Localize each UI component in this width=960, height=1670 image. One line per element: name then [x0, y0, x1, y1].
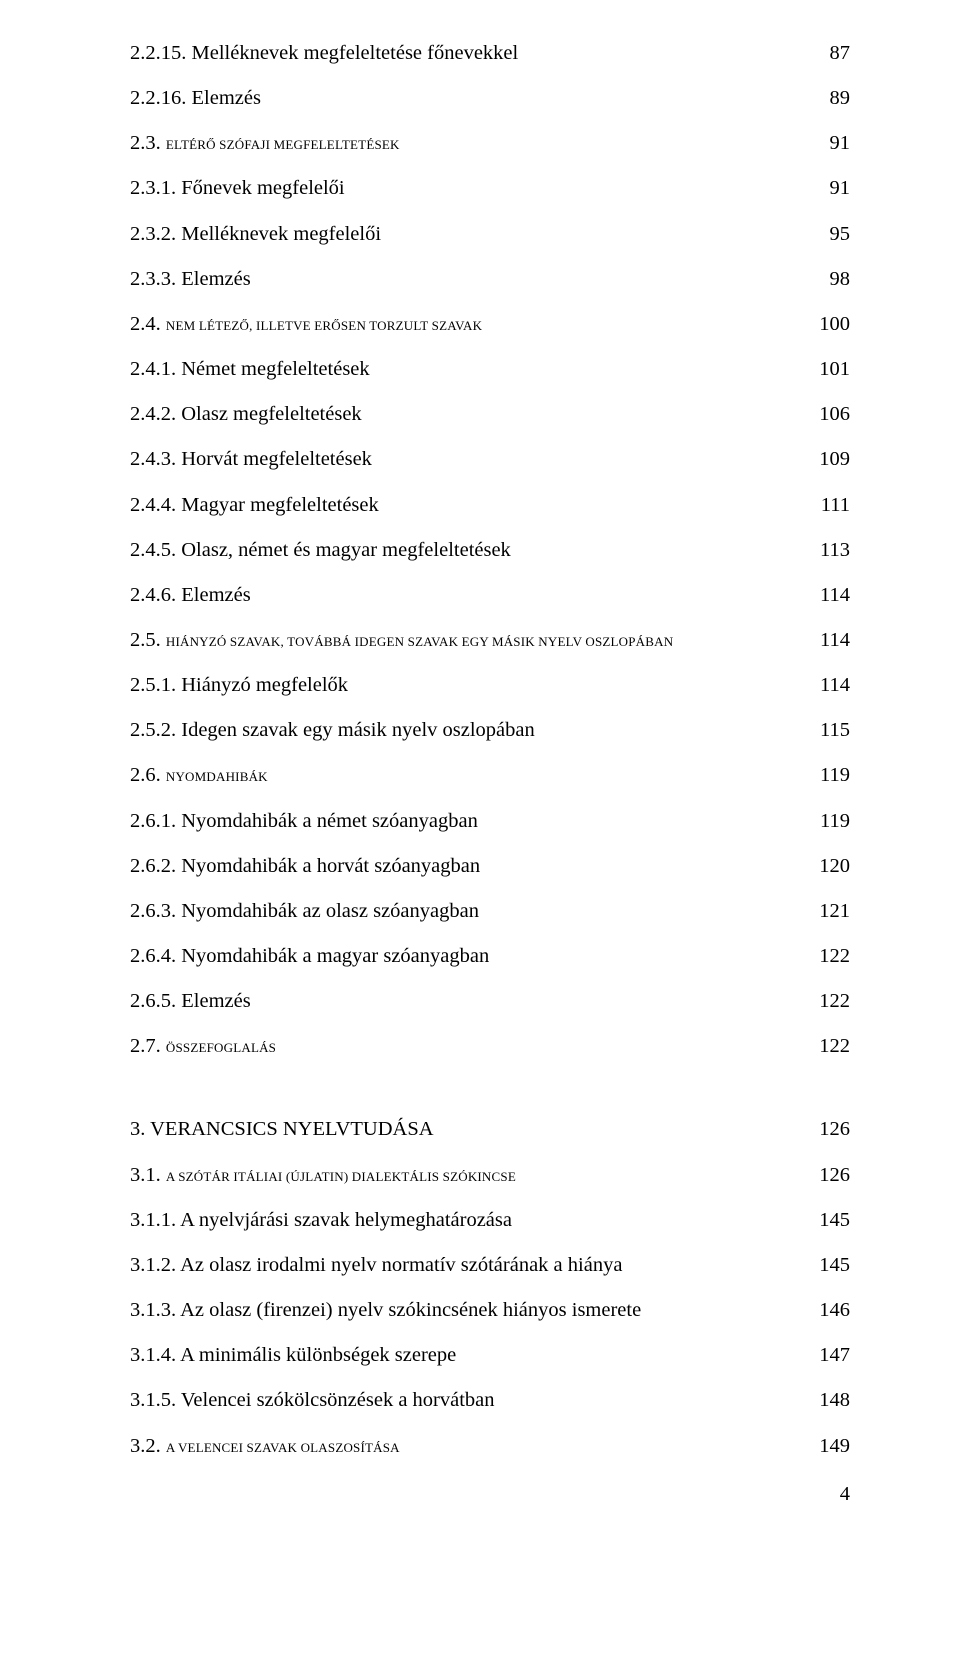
toc-entry: 2.3.1. Főnevek megfelelői91 [130, 175, 850, 202]
toc-entry-label: 2.4.6. Elemzés [130, 582, 805, 609]
toc-entry: 2.3. ELTÉRŐ SZÓFAJI MEGFELELTETÉSEK91 [130, 130, 850, 157]
toc-entry-label: 2.6. NYOMDAHIBÁK [130, 762, 805, 789]
toc-entry-page: 101 [805, 356, 850, 383]
toc-entry-label: 2.2.16. Elemzés [130, 85, 805, 112]
toc-entry-page: 113 [805, 537, 850, 564]
toc-entry: 3.1.5. Velencei szókölcsönzések a horvát… [130, 1387, 850, 1414]
toc-entry-page: 122 [805, 988, 850, 1015]
toc-entry-label: 2.4.5. Olasz, német és magyar megfelelte… [130, 537, 805, 564]
toc-entry-label: 2.6.2. Nyomdahibák a horvát szóanyagban [130, 853, 805, 880]
toc-entry: 2.6.2. Nyomdahibák a horvát szóanyagban1… [130, 853, 850, 880]
toc-entry-label: 2.4. NEM LÉTEZŐ, ILLETVE ERŐSEN TORZULT … [130, 311, 805, 338]
toc-entry-page: 126 [805, 1162, 850, 1189]
toc-entry: 2.3.3. Elemzés98 [130, 266, 850, 293]
toc-entry: 2.6.5. Elemzés122 [130, 988, 850, 1015]
toc-entry-page: 119 [805, 762, 850, 789]
toc-entry-page: 87 [805, 40, 850, 67]
toc-entry-label: 2.3.1. Főnevek megfelelői [130, 175, 805, 202]
toc-entry: 2.6.3. Nyomdahibák az olasz szóanyagban1… [130, 898, 850, 925]
toc-entry: 3. VERANCSICS NYELVTUDÁSA126 [130, 1116, 850, 1143]
toc-entry: 2.4.1. Német megfeleltetések101 [130, 356, 850, 383]
toc-entry: 2.6.1. Nyomdahibák a német szóanyagban11… [130, 808, 850, 835]
toc-entry-page: 148 [805, 1387, 850, 1414]
toc-entry-page: 114 [805, 582, 850, 609]
toc-entry-page: 91 [805, 175, 850, 202]
toc-entry: 2.5. HIÁNYZÓ SZAVAK, TOVÁBBÁ IDEGEN SZAV… [130, 627, 850, 654]
toc-entry-label: 3.1.2. Az olasz irodalmi nyelv normatív … [130, 1252, 805, 1279]
toc-entry: 2.2.16. Elemzés89 [130, 85, 850, 112]
toc-entry: 2.6. NYOMDAHIBÁK119 [130, 762, 850, 789]
toc-entry-page: 109 [805, 446, 850, 473]
toc-entry-page: 89 [805, 85, 850, 112]
toc-section-1: 2.2.15. Melléknevek megfeleltetése főnev… [130, 40, 850, 1060]
toc-entry-label: 2.3.3. Elemzés [130, 266, 805, 293]
page-number: 4 [130, 1481, 850, 1508]
toc-entry: 2.4. NEM LÉTEZŐ, ILLETVE ERŐSEN TORZULT … [130, 311, 850, 338]
toc-entry-label: 2.4.4. Magyar megfeleltetések [130, 492, 805, 519]
toc-entry-page: 149 [805, 1433, 850, 1460]
toc-entry-page: 147 [805, 1342, 850, 1369]
toc-entry-page: 122 [805, 943, 850, 970]
section-gap [130, 1078, 850, 1116]
toc-entry: 2.7. ÖSSZEFOGLALÁS122 [130, 1033, 850, 1060]
toc-entry-page: 91 [805, 130, 850, 157]
toc-entry-label: 2.4.2. Olasz megfeleltetések [130, 401, 805, 428]
toc-entry-label: 2.2.15. Melléknevek megfeleltetése főnev… [130, 40, 805, 67]
toc-entry-label: 3.1.3. Az olasz (firenzei) nyelv szókinc… [130, 1297, 805, 1324]
toc-entry-label: 2.5.2. Idegen szavak egy másik nyelv osz… [130, 717, 805, 744]
toc-entry-page: 111 [805, 492, 850, 519]
toc-entry: 2.3.2. Melléknevek megfelelői95 [130, 221, 850, 248]
toc-section-2: 3. VERANCSICS NYELVTUDÁSA1263.1. A SZÓTÁ… [130, 1116, 850, 1459]
toc-entry: 2.6.4. Nyomdahibák a magyar szóanyagban1… [130, 943, 850, 970]
toc-entry: 3.1.3. Az olasz (firenzei) nyelv szókinc… [130, 1297, 850, 1324]
toc-entry-page: 120 [805, 853, 850, 880]
toc-entry-page: 95 [805, 221, 850, 248]
toc-entry-label: 2.4.3. Horvát megfeleltetések [130, 446, 805, 473]
toc-entry-label: 2.6.1. Nyomdahibák a német szóanyagban [130, 808, 805, 835]
toc-entry-label: 2.4.1. Német megfeleltetések [130, 356, 805, 383]
toc-entry-page: 145 [805, 1252, 850, 1279]
toc-entry: 3.1.1. A nyelvjárási szavak helymeghatár… [130, 1207, 850, 1234]
toc-entry-label: 2.6.5. Elemzés [130, 988, 805, 1015]
toc-entry: 2.4.3. Horvát megfeleltetések109 [130, 446, 850, 473]
toc-entry: 2.5.2. Idegen szavak egy másik nyelv osz… [130, 717, 850, 744]
toc-entry-page: 122 [805, 1033, 850, 1060]
toc-entry: 2.2.15. Melléknevek megfeleltetése főnev… [130, 40, 850, 67]
toc-entry: 3.1.2. Az olasz irodalmi nyelv normatív … [130, 1252, 850, 1279]
toc-entry-label: 2.5.1. Hiányzó megfelelők [130, 672, 805, 699]
toc-entry-label: 3.1.1. A nyelvjárási szavak helymeghatár… [130, 1207, 805, 1234]
toc-entry-label: 3.1. A SZÓTÁR ITÁLIAI (ÚJLATIN) DIALEKTÁ… [130, 1162, 805, 1189]
toc-entry-page: 126 [805, 1116, 850, 1143]
toc-entry-page: 114 [805, 627, 850, 654]
toc-entry-label: 2.7. ÖSSZEFOGLALÁS [130, 1033, 805, 1060]
toc-entry-page: 146 [805, 1297, 850, 1324]
toc-entry-page: 145 [805, 1207, 850, 1234]
toc-entry-label: 3.2. A VELENCEI SZAVAK OLASZOSÍTÁSA [130, 1433, 805, 1460]
toc-entry: 3.1.4. A minimális különbségek szerepe14… [130, 1342, 850, 1369]
toc-entry-label: 2.5. HIÁNYZÓ SZAVAK, TOVÁBBÁ IDEGEN SZAV… [130, 627, 805, 654]
toc-entry: 3.1. A SZÓTÁR ITÁLIAI (ÚJLATIN) DIALEKTÁ… [130, 1162, 850, 1189]
toc-entry-label: 3. VERANCSICS NYELVTUDÁSA [130, 1116, 805, 1143]
toc-entry-page: 119 [805, 808, 850, 835]
toc-entry-page: 121 [805, 898, 850, 925]
toc-entry-label: 3.1.4. A minimális különbségek szerepe [130, 1342, 805, 1369]
toc-entry-label: 3.1.5. Velencei szókölcsönzések a horvát… [130, 1387, 805, 1414]
toc-entry: 2.5.1. Hiányzó megfelelők114 [130, 672, 850, 699]
toc-entry-label: 2.3.2. Melléknevek megfelelői [130, 221, 805, 248]
toc-entry-page: 100 [805, 311, 850, 338]
toc-entry: 2.4.2. Olasz megfeleltetések106 [130, 401, 850, 428]
toc-entry-label: 2.6.3. Nyomdahibák az olasz szóanyagban [130, 898, 805, 925]
toc-entry: 2.4.4. Magyar megfeleltetések111 [130, 492, 850, 519]
toc-entry-page: 115 [805, 717, 850, 744]
toc-entry-page: 98 [805, 266, 850, 293]
toc-entry-page: 106 [805, 401, 850, 428]
toc-entry: 2.4.5. Olasz, német és magyar megfelelte… [130, 537, 850, 564]
toc-entry: 2.4.6. Elemzés114 [130, 582, 850, 609]
toc-entry-label: 2.3. ELTÉRŐ SZÓFAJI MEGFELELTETÉSEK [130, 130, 805, 157]
toc-entry-page: 114 [805, 672, 850, 699]
toc-entry: 3.2. A VELENCEI SZAVAK OLASZOSÍTÁSA149 [130, 1433, 850, 1460]
toc-entry-label: 2.6.4. Nyomdahibák a magyar szóanyagban [130, 943, 805, 970]
